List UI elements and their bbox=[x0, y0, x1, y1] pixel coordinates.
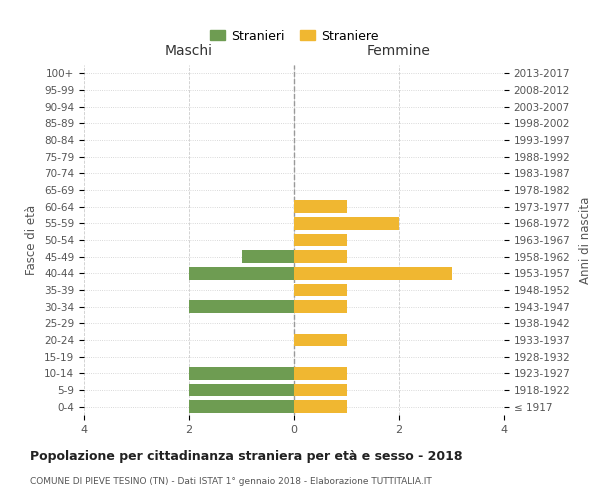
Bar bbox=[294, 234, 347, 246]
Text: Popolazione per cittadinanza straniera per età e sesso - 2018: Popolazione per cittadinanza straniera p… bbox=[30, 450, 463, 463]
Text: COMUNE DI PIEVE TESINO (TN) - Dati ISTAT 1° gennaio 2018 - Elaborazione TUTTITAL: COMUNE DI PIEVE TESINO (TN) - Dati ISTAT… bbox=[30, 478, 432, 486]
Bar bbox=[189, 400, 294, 413]
Bar bbox=[189, 267, 294, 280]
Text: Maschi: Maschi bbox=[165, 44, 213, 59]
Bar bbox=[294, 367, 347, 380]
Bar bbox=[189, 367, 294, 380]
Bar bbox=[189, 384, 294, 396]
Bar bbox=[294, 284, 347, 296]
Bar bbox=[294, 334, 347, 346]
Bar bbox=[189, 300, 294, 313]
Bar bbox=[294, 400, 347, 413]
Bar bbox=[294, 384, 347, 396]
Y-axis label: Anni di nascita: Anni di nascita bbox=[579, 196, 592, 284]
Bar bbox=[241, 250, 294, 263]
Legend: Stranieri, Straniere: Stranieri, Straniere bbox=[206, 26, 382, 46]
Y-axis label: Fasce di età: Fasce di età bbox=[25, 205, 38, 275]
Bar bbox=[294, 300, 347, 313]
Text: Femmine: Femmine bbox=[367, 44, 431, 59]
Bar bbox=[294, 267, 452, 280]
Bar bbox=[294, 250, 347, 263]
Bar bbox=[294, 200, 347, 213]
Bar bbox=[294, 217, 399, 230]
